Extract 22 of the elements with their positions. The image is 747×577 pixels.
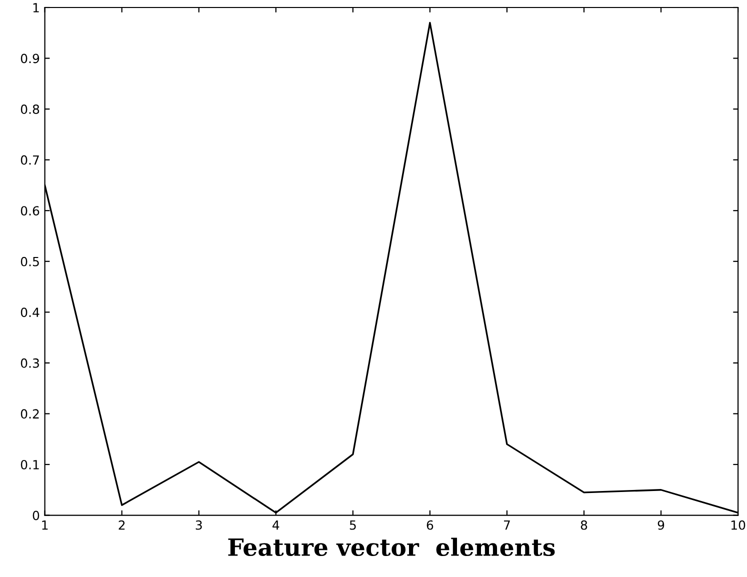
y-tick-label: 0.3 [20,358,39,368]
y-tick-label: 0.2 [20,409,39,419]
x-tick-label: 8 [580,520,588,530]
x-tick-label: 1 [42,520,48,530]
x-tick-label: 6 [426,520,434,530]
y-tick-label: 0.9 [20,54,40,64]
x-tick-label: 4 [272,520,280,530]
y-tick-label: 0.6 [20,206,40,216]
x-tick-label: 5 [350,520,356,530]
x-tick-label: 7 [504,520,510,530]
x-tick-label: 10 [731,520,746,530]
y-tick-label: 0.8 [20,104,40,114]
y-tick-label: 0.5 [20,256,39,266]
y-tick-label: 0.4 [20,308,40,318]
x-tick-label: 3 [196,520,202,530]
y-tick-label: 1 [33,3,39,12]
x-tick-label: 2 [118,520,125,530]
x-tick-label: 9 [658,520,664,530]
x-axis-title: Feature vector elements [228,538,555,556]
y-tick-label: 0 [32,510,40,520]
y-tick-label: 0.7 [20,155,39,165]
y-tick-label: 0.1 [20,460,39,470]
